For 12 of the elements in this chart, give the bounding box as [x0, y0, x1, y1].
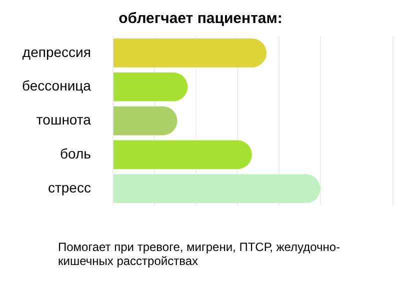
y-tick-label: боль: [60, 146, 91, 162]
text: Помогает при тревоге, мигрени, ПТСР, желудочно-кишечных расстройствах: [57, 240, 342, 268]
bar: [113, 106, 178, 136]
y-tick-label: тошнота: [36, 112, 92, 128]
bar: [113, 140, 252, 170]
bar: [113, 38, 266, 68]
y-tick-label: бессоница: [22, 78, 92, 94]
chart-title: облегчает пациентам:: [118, 10, 282, 28]
bar: [113, 72, 188, 102]
bar: [113, 174, 320, 204]
y-tick-label: депрессия: [22, 44, 91, 60]
y-tick-label: стресс: [48, 180, 91, 196]
